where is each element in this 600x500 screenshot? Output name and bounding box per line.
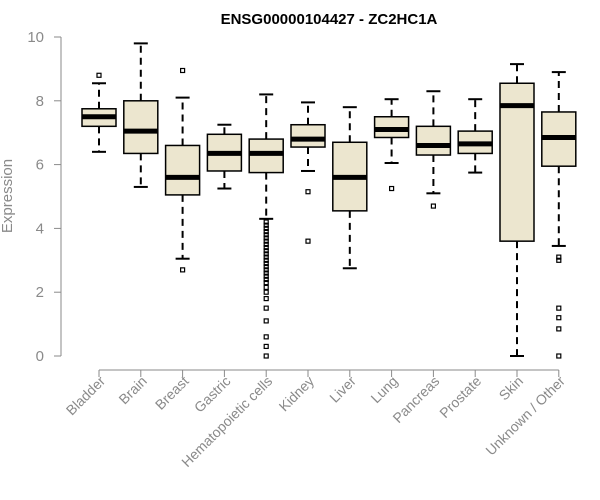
y-axis: 0 2 4 6 8 10 [27,29,62,365]
outlier-point [389,185,395,192]
outlier-point [305,189,311,195]
box-prostate [457,98,493,174]
outlier-point [263,238,269,244]
outlier-point [263,251,269,257]
outlier-point [305,238,311,244]
outlier-point [263,254,269,260]
iqr-box [123,100,159,155]
box-skin [499,63,535,357]
outlier-point [263,318,269,324]
outlier-point [263,280,269,286]
x-tick-label: Prostate [436,373,484,421]
outlier-point [180,67,186,74]
x-tick-label: Lung [367,373,400,406]
outlier-point [263,232,269,238]
outlier-point [263,241,269,247]
y-tick-label: 6 [36,157,44,174]
outlier-point [263,225,269,231]
outlier-point [263,353,269,359]
iqr-box [499,82,535,242]
box-hematopoietic-cells [248,93,284,359]
outlier-point [263,257,269,263]
outlier-point [263,235,269,241]
x-tick-label: Kidney [276,373,318,415]
box-unknown-other [541,71,577,359]
outlier-point [263,305,269,311]
outlier-point [556,305,562,311]
box-lung [373,98,410,192]
outlier-point [263,273,269,279]
x-tick-label: Bladder [63,373,109,419]
box-breast [164,67,201,273]
outlier-point [556,254,562,260]
outlier-point [96,72,102,78]
y-tick-label: 10 [27,29,44,46]
y-tick-label: 0 [36,348,44,365]
outlier-point [263,289,269,295]
x-tick-label: Skin [496,373,527,404]
outlier-point [263,295,269,302]
outlier-point [263,219,269,225]
iqr-box [290,123,326,148]
outlier-point [263,244,269,251]
outlier-point [263,267,269,273]
iqr-box [415,125,452,156]
x-tick-label: Unknown / Other [482,373,568,459]
outlier-point [263,334,269,340]
box-pancreas [415,90,452,209]
outlier-point [556,315,562,321]
outlier-point [430,203,436,209]
outlier-point [263,222,269,228]
outlier-point [556,257,562,263]
outlier-point [263,270,269,276]
chart-title: ENSG00000104427 - ZC2HC1A [221,11,438,28]
outlier-point [263,248,269,254]
y-tick-label: 8 [36,93,44,110]
outlier-point [263,284,269,291]
y-tick-label: 2 [36,284,44,301]
box-liver [332,106,368,270]
box-gastric [206,123,243,190]
outlier-point [180,267,186,273]
y-tick-label: 4 [36,220,44,237]
outlier-point [263,264,269,270]
boxes-layer [81,42,577,359]
box-kidney [290,101,326,244]
x-tick-label: Brain [115,373,149,407]
outlier-point [556,326,562,332]
box-bladder [81,72,117,153]
y-axis-label: Expression [0,159,16,233]
iqr-box [164,144,201,196]
x-tick-label: Liver [326,373,359,406]
outlier-point [263,343,269,350]
outlier-point [556,353,562,359]
x-tick-label: Breast [152,373,192,413]
outlier-point [263,260,269,267]
box-brain [123,42,159,188]
outlier-point [263,228,269,235]
outlier-point [263,276,269,283]
